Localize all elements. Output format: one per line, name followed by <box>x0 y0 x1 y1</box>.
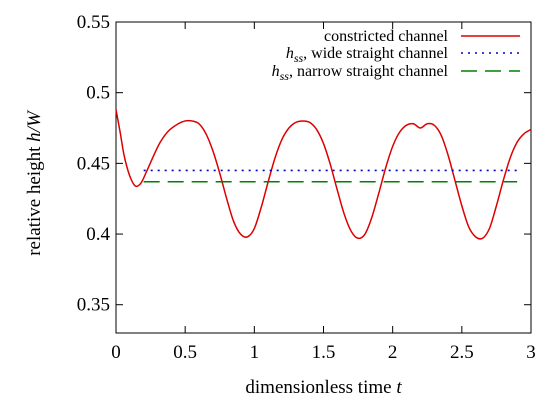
legend-label-3: hss, narrow straight channel <box>272 63 449 83</box>
x-tick-label: 1.5 <box>312 342 336 363</box>
x-tick-label: 2.5 <box>450 342 474 363</box>
x-tick-label: 3 <box>526 342 536 363</box>
x-tick-label: 2 <box>388 342 398 363</box>
x-tick-label: 0.5 <box>173 342 197 363</box>
legend-label-var: h <box>286 45 294 62</box>
y-tick-label: 0.35 <box>77 295 110 316</box>
legend-label-rest: , wide straight channel <box>303 45 448 62</box>
y-axis-title-var: h/W <box>24 109 45 142</box>
y-axis-title-prefix: relative height <box>24 142 45 256</box>
ticks: 0 0.5 1 1.5 2 2.5 3 0.35 0.4 0.45 0.5 0.55 <box>77 12 536 363</box>
legend-label-subscript: ss <box>280 69 290 83</box>
y-tick-label: 0.5 <box>86 83 110 104</box>
y-tick-label: 0.55 <box>77 12 110 33</box>
x-axis-title-var: t <box>396 377 402 398</box>
x-axis-title-prefix: dimensionless time <box>245 377 396 398</box>
legend-label-subscript: ss <box>294 51 304 65</box>
x-tick-label: 1 <box>250 342 260 363</box>
x-axis-title: dimensionless time t <box>245 377 402 398</box>
y-axis-title: relative height h/W <box>24 109 45 256</box>
x-tick-label: 0 <box>111 342 121 363</box>
legend-label-var: h <box>272 63 280 80</box>
y-tick-label: 0.4 <box>86 224 110 245</box>
legend-label-rest: , narrow straight channel <box>289 63 449 80</box>
legend-label-1: constricted channel <box>324 28 449 45</box>
legend-label-2: hss, wide straight channel <box>286 45 449 65</box>
series-group <box>115 109 532 240</box>
y-tick-label: 0.45 <box>77 153 110 174</box>
series-line-1 <box>115 109 532 240</box>
